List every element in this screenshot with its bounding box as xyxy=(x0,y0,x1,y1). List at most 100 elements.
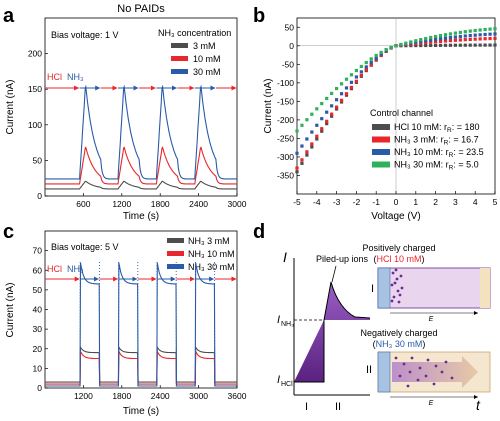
iv-point xyxy=(300,158,304,162)
panel-b-label: b xyxy=(253,5,265,27)
label-inh3: I xyxy=(277,314,280,326)
arrow-label-nh3: NH₃ xyxy=(67,72,84,82)
iv-point xyxy=(448,39,453,43)
iv-point xyxy=(344,86,349,90)
iv-point xyxy=(488,27,492,31)
legend-swatch xyxy=(372,124,390,130)
iv-point xyxy=(359,64,363,69)
x-tick-label: -2 xyxy=(353,197,361,207)
x-tick-label: -1 xyxy=(372,197,380,207)
iv-point xyxy=(463,30,467,34)
iv-point xyxy=(438,37,443,41)
iv-point xyxy=(448,43,453,47)
panel-a-label: a xyxy=(3,5,15,27)
x-tick-label: 3000 xyxy=(228,199,247,209)
box2-title: Negatively charged xyxy=(360,328,437,338)
panel-d-label: d xyxy=(253,221,265,243)
trace-nh-10-mm xyxy=(45,349,237,385)
x-tick-label: 3000 xyxy=(189,391,208,401)
iv-point xyxy=(325,96,329,101)
iv-point xyxy=(488,36,492,41)
iv-point xyxy=(429,35,433,40)
y-tick-label: -250 xyxy=(277,133,294,143)
x-tick-label: 5 xyxy=(493,197,498,207)
iv-point xyxy=(335,98,339,102)
iv-point xyxy=(473,43,477,47)
legend-c: NH₃ 3 mM NH₃ 10 mM NH₃ 30 mM xyxy=(167,236,235,272)
legend-entry: 30 mM xyxy=(193,67,221,77)
iv-point xyxy=(463,43,467,47)
box2-roman: II xyxy=(366,364,372,376)
iv-point xyxy=(443,36,448,40)
legend-swatch xyxy=(167,238,184,243)
x-tick-label: 1200 xyxy=(112,199,131,209)
iv-point xyxy=(359,70,363,74)
ion-dot xyxy=(444,360,448,364)
iv-point xyxy=(419,41,423,45)
iv-point xyxy=(354,68,358,73)
iv-point xyxy=(458,34,462,39)
iv-point xyxy=(295,170,299,174)
top-title: No PAIDs xyxy=(117,3,165,15)
y-tick-label: 150 xyxy=(28,84,42,94)
piled-pointer xyxy=(331,265,337,283)
y-tick-label: -300 xyxy=(277,152,294,162)
current-traces-c xyxy=(45,260,237,387)
legend-a: 3 mM 10 mM 30 mM xyxy=(171,41,221,77)
ion-dot xyxy=(408,370,412,374)
iv-point xyxy=(409,40,413,44)
iv-point xyxy=(424,41,428,45)
legend-entry: NH₃ 10 mM xyxy=(188,249,235,259)
legend-swatch xyxy=(171,69,188,74)
iv-point xyxy=(339,100,344,104)
legend-entry: NH₃ 30 mM xyxy=(188,262,235,272)
iv-point xyxy=(320,117,324,121)
ion-dot xyxy=(450,376,454,380)
plot-frame-a xyxy=(44,17,238,197)
y-tick-label: -100 xyxy=(277,78,294,88)
trace-10-mm xyxy=(45,146,237,185)
iv-point xyxy=(320,129,324,133)
ion-dot xyxy=(394,268,398,272)
y-tick-label: 40 xyxy=(33,305,43,315)
iv-point xyxy=(429,38,433,42)
iv-point xyxy=(468,43,472,47)
trace-nh-3-mm xyxy=(45,345,237,383)
iv-point xyxy=(325,119,329,123)
iv-point xyxy=(483,43,487,47)
iv-point xyxy=(369,63,373,67)
legend-swatch xyxy=(167,264,184,269)
iv-point xyxy=(344,77,349,81)
iv-point xyxy=(434,37,438,41)
x-tick-label: 0 xyxy=(394,197,399,207)
arrow-label-hcl: HCl xyxy=(47,264,62,274)
trace-3-mm xyxy=(45,180,237,190)
legend-entry: NH₃ 3 mM xyxy=(188,236,230,246)
y-tick-label: 10 xyxy=(33,363,43,373)
x-tick-label: 3 xyxy=(453,197,458,207)
iv-point xyxy=(339,82,344,86)
iv-point xyxy=(369,57,373,61)
ion-dot xyxy=(390,299,394,303)
iv-point xyxy=(374,56,378,60)
trace-30-mm xyxy=(45,84,237,180)
iv-point xyxy=(315,137,319,141)
legend-entry: 3 mM xyxy=(193,41,216,51)
iv-point xyxy=(330,91,334,96)
electrode-right-1 xyxy=(480,268,490,308)
iv-point xyxy=(315,134,319,138)
iv-point xyxy=(458,30,462,34)
bias-label-c: Bias voltage: 5 V xyxy=(51,242,119,252)
y-tick-label: -350 xyxy=(277,170,294,180)
ion-dot xyxy=(440,370,444,374)
y-tick-label: 70 xyxy=(33,246,43,256)
ion-dot xyxy=(418,366,422,370)
ion-dot xyxy=(410,356,414,360)
electrode-left-1 xyxy=(377,267,391,309)
ion-dot xyxy=(397,300,401,304)
iv-point xyxy=(295,129,299,133)
iv-point xyxy=(384,47,388,52)
iv-point xyxy=(359,73,363,78)
ion-dot xyxy=(402,362,406,366)
axes-a: 600 1200 1800 2400 3000 0 50 100 150 200 xyxy=(28,49,247,209)
